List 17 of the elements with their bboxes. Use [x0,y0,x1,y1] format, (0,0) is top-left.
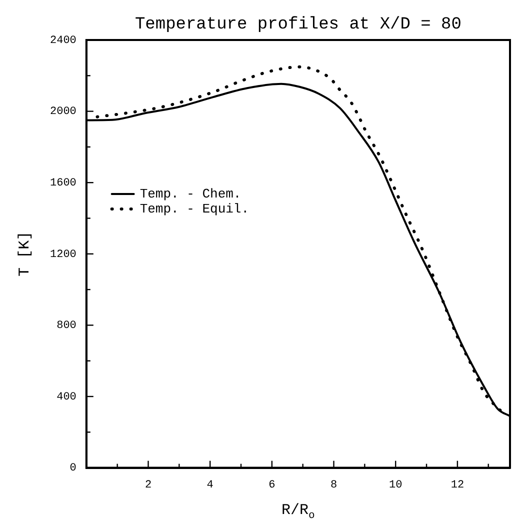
x-tick-label: 12 [450,479,464,492]
x-tick-label: 4 [206,479,214,492]
x-tick-label: 6 [268,479,276,492]
y-tick-label: 2400 [50,34,76,47]
x-tick-label: 8 [330,479,338,492]
legend-label: Temp. - Equil. [140,201,250,216]
y-tick-label: 2000 [50,106,76,118]
y-tick-label: 1200 [50,248,76,261]
legend-label: Temp. - Chem. [140,186,242,202]
y-tick-label: 0 [70,462,76,475]
x-tick-label: 2 [144,479,152,492]
y-tick-label: 800 [56,320,76,332]
y-tick-label: 400 [56,391,76,404]
y-axis-title: T [K] [16,231,34,276]
chart-title: Temperature profiles at X/D = 80 [134,16,462,34]
y-tick-label: 1600 [50,178,76,190]
x-tick-label: 10 [388,479,402,492]
